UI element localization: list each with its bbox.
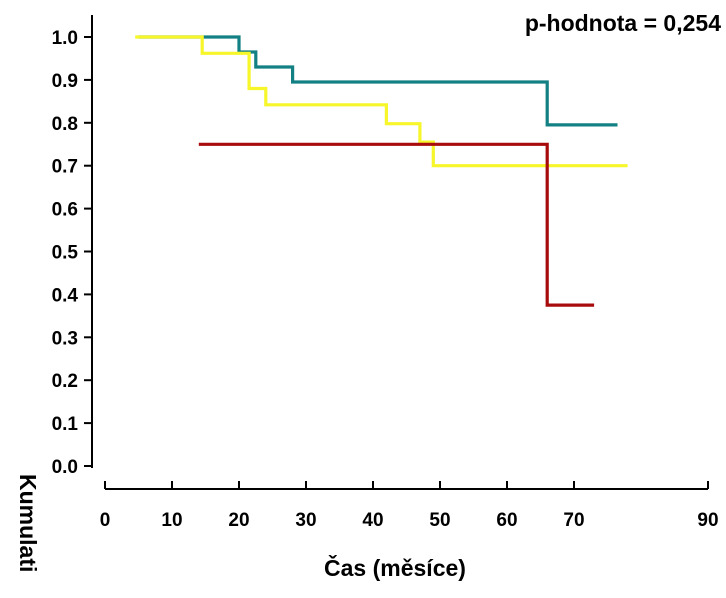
y-tick-label: 1.0 [52,28,78,49]
survival-curve-2 [135,35,628,168]
y-axis-title: Kumulati [15,474,41,572]
survival-curve-3 [198,142,595,307]
x-tick-label: 70 [563,510,584,531]
x-tick-label: 20 [228,510,249,531]
y-tick-label: 0.6 [52,200,78,221]
series-layer [135,35,628,307]
y-axis: 0.0 0.1 0.2 0.3 0.4 0.5 0.6 0.7 0.8 0.9 1.0 [52,15,93,478]
x-axis-title: Čas (měsíce) [324,554,466,581]
y-tick-label: 0.2 [52,371,78,392]
x-tick-label: 10 [161,510,182,531]
y-tick-label: 0.7 [52,157,78,178]
y-tick-label: 0.8 [52,114,78,135]
x-tick-label: 90 [697,510,718,531]
x-axis: 0 10 20 30 40 50 60 70 90 [100,481,719,531]
x-tick-label: 50 [429,510,450,531]
x-tick-label: 60 [496,510,517,531]
p-value-annotation: p-hodnota = 0,254 [525,10,721,36]
y-tick-label: 0.0 [52,457,78,478]
y-tick-label: 0.1 [52,414,79,435]
x-tick-label: 40 [362,510,383,531]
survival-curve-1 [138,35,618,127]
y-tick-label: 0.9 [52,71,78,92]
y-tick-label: 0.4 [52,285,79,306]
y-tick-label: 0.3 [52,328,78,349]
y-tick-label: 0.5 [52,243,79,264]
x-tick-label: 0 [100,510,111,531]
x-tick-label: 30 [295,510,316,531]
